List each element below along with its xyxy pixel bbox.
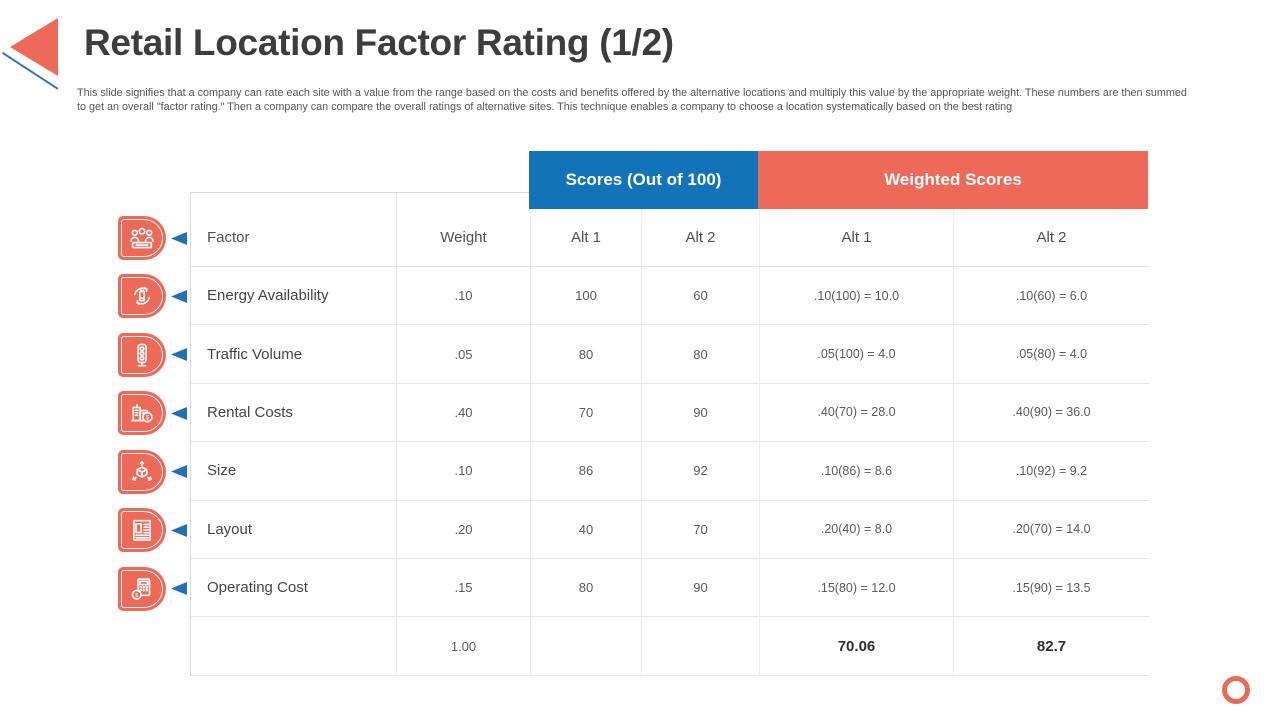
layout-row-icon	[118, 508, 166, 552]
row-pointer-icon	[171, 465, 187, 478]
weight-cell: .10	[396, 267, 530, 326]
row-pointer-icon	[171, 524, 187, 537]
factor-name-cell: Rental Costs	[191, 384, 396, 443]
building-dollar-icon: $	[131, 404, 153, 423]
factor-name-cell: Energy Availability	[191, 267, 396, 326]
weight-cell: .15	[396, 558, 530, 618]
factor-name-cell: Traffic Volume	[191, 325, 396, 384]
col-header-weight: Weight	[396, 193, 530, 267]
weighted-alt2-cell: .10(60) = 6.0	[953, 267, 1149, 326]
operating-row-icon: $	[118, 567, 166, 611]
alt1-score-cell: 80	[530, 325, 641, 384]
team-discussion-icon	[130, 227, 154, 249]
total-alt1-empty-cell	[530, 617, 641, 676]
weighted-scores-banner: Weighted Scores	[758, 151, 1148, 209]
weighted-alt2-cell: .10(92) = 9.2	[953, 442, 1149, 501]
scores-banner-label: Scores (Out of 100)	[565, 170, 722, 189]
weighted-alt2-cell: .40(90) = 36.0	[953, 383, 1149, 443]
factor-row-icon	[118, 216, 166, 260]
total-weighted-alt1-cell: 70.06	[759, 617, 953, 676]
weighted-alt2-cell: .20(70) = 14.0	[953, 500, 1149, 559]
traffic-light-icon	[137, 343, 147, 367]
alt1-score-cell: 70	[530, 383, 641, 443]
weight-cell: .10	[396, 442, 530, 501]
col-header-alt1: Alt 1	[530, 193, 641, 267]
row-pointer-icon	[171, 407, 187, 420]
scores-banner: Scores (Out of 100)	[529, 151, 758, 209]
weighted-alt2-cell: .15(90) = 13.5	[953, 558, 1149, 618]
weighted-alt2-cell: .05(80) = 4.0	[953, 325, 1149, 384]
subtitle-line-1: This slide signifies that a company can …	[77, 87, 1187, 99]
weighted-alt1-cell: .05(100) = 4.0	[759, 325, 953, 384]
page-title: Retail Location Factor Rating (1/2)	[84, 22, 674, 63]
total-weight-cell: 1.00	[396, 617, 530, 676]
row-pointer-icon	[171, 582, 187, 595]
weighted-alt1-cell: .40(70) = 28.0	[759, 383, 953, 443]
factor-name-cell: Size	[191, 442, 396, 501]
weighted-alt1-cell: .10(100) = 10.0	[759, 267, 953, 326]
alt2-score-cell: 70	[641, 500, 759, 559]
alt2-score-cell: 90	[641, 383, 759, 443]
traffic-row-icon	[118, 333, 166, 377]
slide-subtitle: This slide signifies that a company can …	[77, 87, 1192, 114]
col-header-weighted-alt2: Alt 2	[953, 193, 1149, 267]
calculator-coin-icon: $	[131, 578, 151, 600]
energy-row-icon	[118, 274, 166, 318]
factor-name-cell: Layout	[191, 501, 396, 559]
factor-rating-table: Factor Weight Alt 1 Alt 2 Alt 1 Alt 2 En…	[190, 193, 1149, 676]
col-header-alt2: Alt 2	[641, 193, 759, 267]
alt2-score-cell: 60	[641, 267, 759, 326]
svg-text:$: $	[146, 415, 150, 421]
alt2-score-cell: 80	[641, 325, 759, 384]
size-row-icon	[118, 450, 166, 494]
total-weighted-alt2-cell: 82.7	[953, 617, 1149, 676]
col-header-factor: Factor	[191, 193, 396, 267]
table-top-border	[190, 192, 530, 193]
weighted-banner-label: Weighted Scores	[884, 170, 1022, 189]
footer-ring-icon	[1222, 676, 1250, 704]
total-alt2-empty-cell	[641, 617, 759, 676]
row-pointer-icon	[171, 348, 187, 361]
alt2-score-cell: 90	[641, 558, 759, 618]
row-pointer-icon	[171, 290, 187, 303]
weight-cell: .05	[396, 325, 530, 384]
alt2-score-cell: 92	[641, 442, 759, 501]
weighted-alt1-cell: .20(40) = 8.0	[759, 500, 953, 559]
factor-name-cell: Operating Cost	[191, 559, 396, 618]
layout-document-icon	[133, 519, 151, 541]
row-pointer-icon	[171, 232, 187, 245]
svg-text:$: $	[135, 593, 139, 599]
weight-cell: .40	[396, 383, 530, 443]
col-header-weighted-alt1: Alt 1	[759, 193, 953, 267]
cube-dimensions-icon	[132, 461, 152, 481]
alt1-score-cell: 86	[530, 442, 641, 501]
alt1-score-cell: 100	[530, 267, 641, 326]
energy-cycle-icon	[133, 287, 151, 305]
slide-accent-triangle-icon	[10, 18, 58, 76]
alt1-score-cell: 80	[530, 558, 641, 618]
subtitle-line-2: to get an overall "factor rating." Then …	[77, 100, 1013, 113]
weight-cell: .20	[396, 500, 530, 559]
weighted-alt1-cell: .10(86) = 8.6	[759, 442, 953, 501]
rental-row-icon: $	[118, 391, 166, 435]
weighted-alt1-cell: .15(80) = 12.0	[759, 558, 953, 618]
alt1-score-cell: 40	[530, 500, 641, 559]
total-row-spacer	[191, 617, 396, 676]
